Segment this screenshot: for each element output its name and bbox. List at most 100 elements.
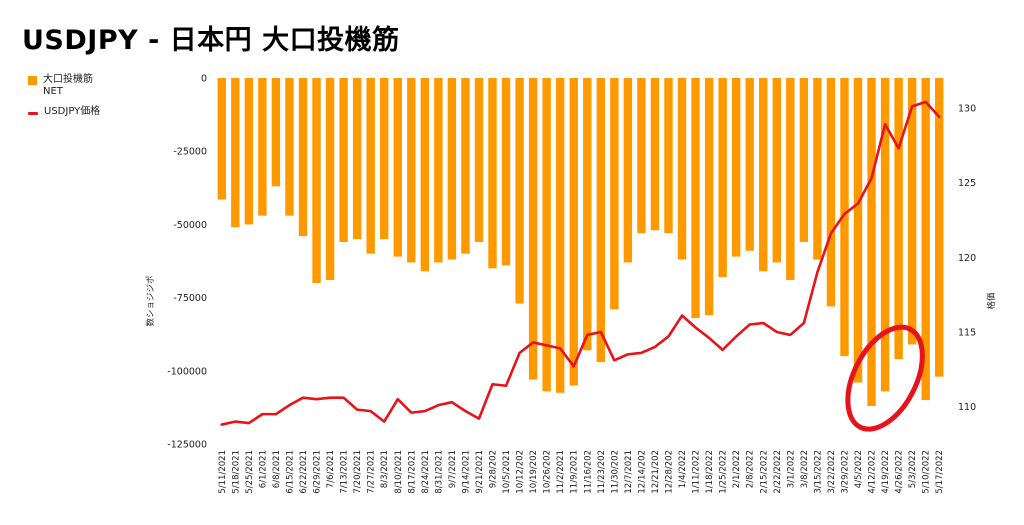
bar-6/22/2021 (298, 78, 308, 237)
x-tick-label: 5/10/2022 (922, 450, 932, 494)
bar-5/18/2021 (231, 78, 240, 228)
x-tick-label: 7/13/2021 (340, 450, 350, 494)
bar-2/15/2022 (759, 78, 768, 272)
x-tick-label: 8/31/2021 (434, 450, 444, 494)
x-tick-label: 3/15/2022 (813, 450, 823, 494)
x-tick-label: 12/14/202 (637, 450, 647, 494)
y-tick-label: -75000 (173, 293, 207, 304)
x-tick-label: 3/8/2022 (800, 450, 810, 488)
y2-tick-label: 115 (958, 327, 976, 338)
bar-7/20/2021 (352, 78, 362, 240)
bar-11/16/2021 (583, 78, 592, 351)
x-tick-label: 3/29/2022 (840, 450, 850, 494)
bars-layer (217, 78, 944, 406)
bar-3/22/2022 (826, 78, 836, 307)
bar-3/1/2022 (786, 78, 795, 281)
bar-10/26/2021 (542, 78, 551, 392)
y-tick-label: 0 (201, 74, 207, 85)
x-tick-label: 2/8/2022 (746, 450, 756, 488)
x-tick-label: 12/28/202 (664, 450, 674, 494)
x-tick-label: 4/5/2022 (854, 450, 864, 488)
bar-1/18/2022 (704, 78, 714, 316)
x-tick-label: 8/3/2021 (380, 450, 390, 488)
bar-10/19/2021 (528, 78, 538, 380)
bar-3/15/2022 (813, 78, 822, 260)
bar-5/11/2021 (217, 78, 226, 200)
x-tick-label: 10/19/202 (529, 450, 539, 494)
bar-9/14/2021 (461, 78, 470, 254)
x-tick-label: 8/10/2021 (394, 450, 404, 494)
x-tick-label: 9/7/2021 (448, 450, 458, 488)
x-tick-label: 1/18/2022 (705, 450, 715, 494)
chart-title: USDJPY - 日本円 大口投機筋 (22, 25, 400, 56)
highlight-ellipse (845, 324, 925, 432)
bar-8/24/2021 (420, 78, 430, 272)
x-tick-label: 5/18/2021 (231, 450, 241, 494)
x-tick-label: 6/15/2021 (285, 450, 295, 494)
bar-12/7/2021 (623, 78, 633, 263)
line-layer (220, 100, 941, 426)
bar-9/7/2021 (447, 78, 457, 260)
legend-label-net-line2: NET (43, 86, 63, 97)
bar-11/9/2021 (569, 78, 578, 386)
y-axis-title: 数ショジジポ (145, 275, 156, 326)
bar-8/3/2021 (380, 78, 389, 240)
x-tick-label: 7/6/2021 (326, 450, 336, 488)
y2-tick-label: 125 (958, 178, 976, 189)
bar-12/21/2021 (650, 78, 660, 231)
bar-6/1/2021 (258, 78, 267, 216)
bar-2/8/2022 (745, 78, 754, 251)
x-tick-label: 6/1/2021 (258, 450, 268, 488)
bar-7/27/2021 (366, 78, 375, 254)
x-tick-label: 4/26/2022 (895, 450, 905, 494)
bar-4/26/2022 (894, 78, 903, 360)
chart-legend: 大口投機筋 NET USDJPY価格 (28, 74, 100, 126)
bar-6/8/2021 (271, 78, 281, 187)
bar-6/29/2021 (312, 78, 321, 283)
x-tick-label: 11/9/2021 (570, 450, 580, 494)
x-tick-label: 1/25/2022 (719, 450, 729, 494)
x-tick-label: 8/17/2021 (407, 450, 417, 494)
bar-8/31/2021 (434, 78, 443, 263)
y2-axis-title: 格価 (986, 292, 997, 310)
x-tick-label: 2/22/2022 (773, 450, 783, 494)
x-tick-label: 9/14/2021 (461, 450, 471, 494)
bar-3/29/2022 (840, 78, 849, 357)
x-tick-label: 4/19/2022 (881, 450, 891, 494)
price-line (220, 100, 941, 426)
x-tick-label: 4/12/2022 (868, 450, 878, 494)
bar-9/21/2021 (474, 78, 484, 242)
y-tick-label: -125000 (167, 440, 207, 451)
y2-tick-label: 130 (958, 103, 976, 114)
x-tick-label: 12/21/202 (651, 450, 661, 494)
x-tick-label: 8/24/2021 (421, 450, 431, 494)
x-tick-label: 5/17/2022 (935, 450, 945, 494)
y-tick-label: -25000 (173, 147, 207, 158)
axes-layer: 0 -25000 -50000 -75000 -100000 -125000 110 115 1… (145, 74, 997, 494)
bar-4/19/2022 (880, 78, 890, 392)
bar-4/5/2022 (853, 78, 863, 383)
y-tick-label: -50000 (173, 220, 207, 231)
x-tick-label: 6/22/2021 (299, 450, 309, 494)
bar-5/25/2021 (244, 78, 254, 225)
x-tick-label: 10/26/202 (543, 450, 553, 494)
legend-swatch-bar (28, 76, 37, 85)
bar-8/10/2021 (393, 78, 402, 257)
bar-5/10/2022 (921, 78, 930, 401)
x-tick-label: 9/21/2021 (475, 450, 485, 494)
bar-12/28/2021 (664, 78, 673, 234)
bar-12/14/2021 (637, 78, 646, 234)
x-tick-label: 6/8/2021 (272, 450, 282, 488)
bar-9/28/2021 (488, 78, 497, 269)
x-tick-label: 9/28/202 (489, 450, 499, 488)
x-tick-label: 3/1/2022 (786, 450, 796, 488)
y-tick-label: -100000 (167, 366, 207, 377)
x-tick-label: 10/5/2021 (502, 450, 512, 494)
x-tick-label: 1/11/2022 (692, 450, 702, 494)
legend-item-price: USDJPY価格 (28, 106, 100, 118)
x-tick-label: 7/20/2021 (353, 450, 363, 494)
legend-label-price: USDJPY価格 (44, 106, 101, 117)
highlight-layer (845, 324, 925, 432)
legend-item-net: 大口投機筋 NET (28, 74, 100, 98)
x-tick-label: 3/22/2022 (827, 450, 837, 494)
